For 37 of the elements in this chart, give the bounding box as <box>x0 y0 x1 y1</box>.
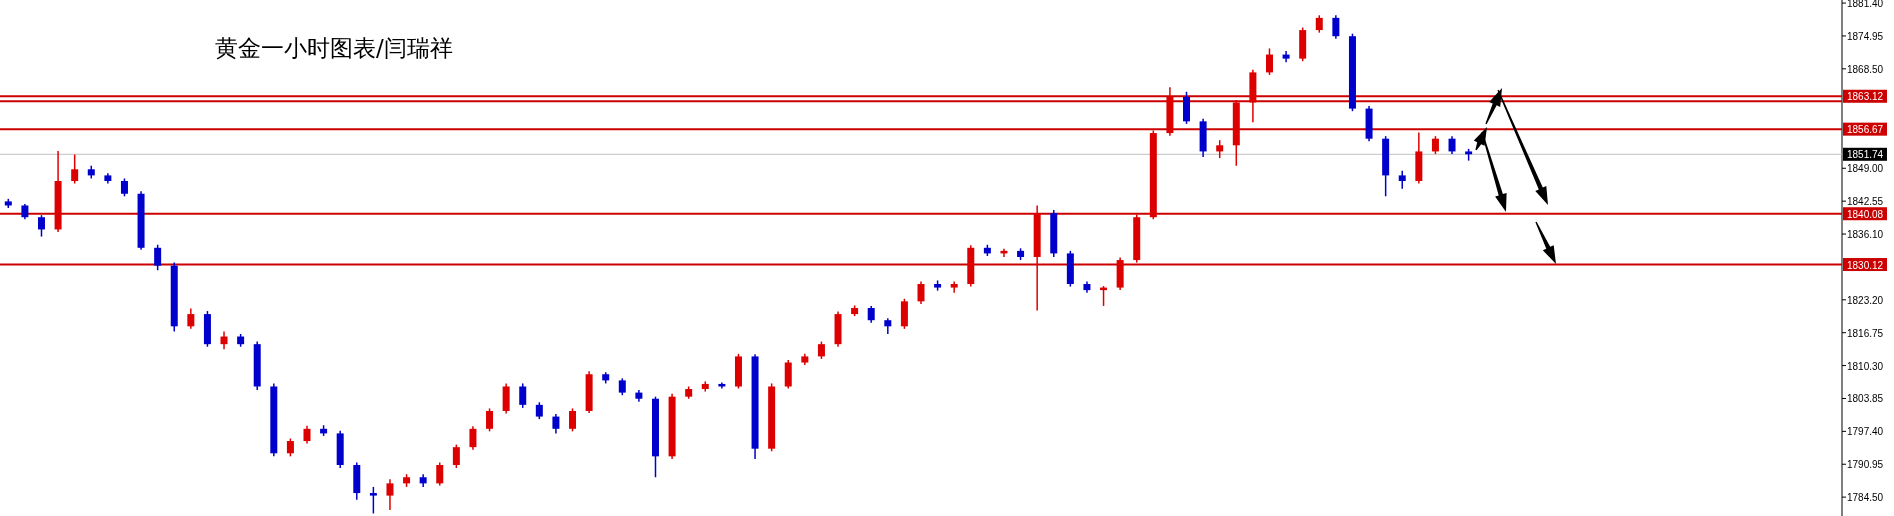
candlestick <box>71 153 79 185</box>
y-tick-label: 1842.55 <box>1847 196 1884 208</box>
candlestick <box>369 486 377 515</box>
y-tick-label: 1803.85 <box>1847 393 1884 405</box>
y-tick-label: 1868.50 <box>1847 63 1884 75</box>
candlestick <box>519 382 527 409</box>
candlestick <box>1265 47 1273 76</box>
ref-line-label: 1856.67 <box>1847 124 1884 136</box>
candlestick <box>950 280 958 294</box>
y-tick-label: 1823.20 <box>1847 294 1884 306</box>
candlestick <box>37 214 45 238</box>
ref-line-label: 1851.74 <box>1847 149 1884 161</box>
y-tick-label: 1784.50 <box>1847 492 1884 504</box>
y-tick-label: 1849.00 <box>1847 163 1884 175</box>
y-tick-label: 1836.10 <box>1847 229 1884 241</box>
y-tick-label: 1790.95 <box>1847 459 1884 471</box>
candlestick <box>452 443 460 469</box>
text: 黄金一小时图表/闫瑞祥 <box>215 35 453 61</box>
y-tick-label: 1881.40 <box>1847 0 1884 10</box>
candlestick <box>486 407 494 433</box>
candlestick <box>436 461 444 487</box>
candlestick <box>187 307 195 330</box>
candlestick <box>784 359 792 390</box>
ref-line-label: 1840.08 <box>1847 208 1884 220</box>
candlestick <box>569 407 577 433</box>
candlestick <box>386 478 394 511</box>
candlestick <box>552 413 560 435</box>
candlestick <box>917 280 925 305</box>
y-tick-label: 1797.40 <box>1847 426 1884 438</box>
y-tick-label: 1810.30 <box>1847 360 1884 372</box>
y-tick-label: 1874.95 <box>1847 30 1884 42</box>
candlestick <box>469 425 477 451</box>
ref-line-label: 1863.12 <box>1847 91 1884 103</box>
ref-line-label: 1830.12 <box>1847 259 1884 271</box>
candlestick <box>154 243 162 271</box>
y-tick-label: 1816.75 <box>1847 327 1884 339</box>
candlestick <box>1332 14 1340 40</box>
